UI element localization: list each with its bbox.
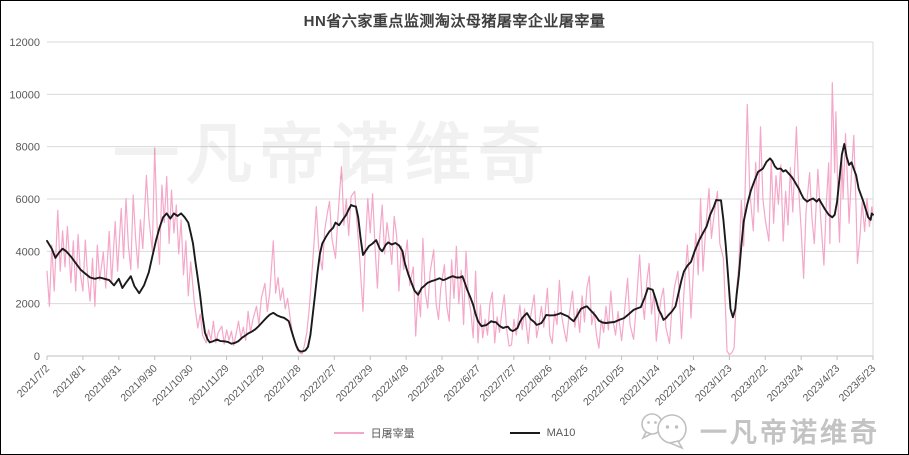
daily-volume-line-series	[46, 81, 874, 356]
y-axis-tick-label: 2000	[16, 299, 40, 311]
ma10-line-series	[46, 143, 874, 353]
y-axis-tick-label: 0	[34, 351, 40, 363]
legend-item-daily: 日屠宰量	[333, 425, 415, 441]
x-axis-tick-label: 2023/3/24	[765, 363, 807, 405]
x-axis-tick-label: 2022/2/27	[298, 363, 340, 405]
legend-item-ma10: MA10	[509, 427, 576, 439]
daily-line-swatch-icon	[333, 432, 364, 434]
chart-legend: 日屠宰量 MA10	[1, 425, 908, 441]
x-axis-tick-label: 2022/3/29	[334, 363, 376, 405]
x-axis-tick-label: 2021/8/31	[82, 363, 124, 405]
y-axis-tick-label: 10000	[9, 89, 40, 101]
x-axis-tick-label: 2023/4/23	[801, 363, 843, 405]
y-axis-tick-label: 8000	[16, 142, 40, 154]
x-axis-tick-label: 2023/1/23	[693, 363, 735, 405]
y-axis-tick-label: 6000	[16, 194, 40, 206]
y-axis-tick-label: 12000	[9, 37, 40, 49]
legend-label-ma10: MA10	[546, 427, 576, 439]
x-axis-tick-label: 2023/5/23	[837, 363, 879, 405]
x-axis-tick-label: 2022/6/27	[442, 363, 484, 405]
x-axis-tick-label: 2021/7/2	[15, 363, 52, 400]
ma10-line-swatch-icon	[509, 432, 540, 434]
x-axis-tick-label: 2022/1/28	[262, 363, 304, 405]
x-axis-tick-label: 2022/7/27	[477, 363, 519, 405]
legend-label-daily: 日屠宰量	[370, 428, 415, 440]
x-axis-tick-label: 2023/2/22	[729, 363, 771, 405]
x-axis-tick-label: 2022/4/28	[370, 363, 412, 405]
chart-title: HN省六家重点监测淘汰母猪屠宰企业屠宰量	[303, 13, 606, 30]
y-axis-tick-label: 4000	[16, 246, 40, 258]
x-axis-tick-label: 2022/5/28	[406, 363, 448, 405]
x-axis-tick-label: 2022/8/26	[513, 363, 555, 405]
